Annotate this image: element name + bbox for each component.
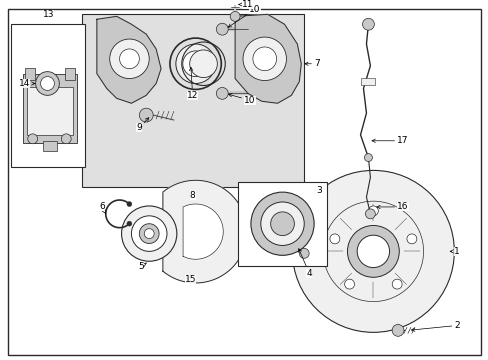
Circle shape (126, 202, 132, 207)
Circle shape (230, 12, 240, 21)
Circle shape (365, 209, 375, 219)
Circle shape (131, 216, 166, 251)
Circle shape (36, 72, 59, 95)
Text: 7: 7 (304, 59, 319, 68)
Text: 9: 9 (136, 118, 148, 132)
Text: 4: 4 (298, 249, 311, 278)
Text: 6: 6 (99, 202, 105, 214)
Circle shape (367, 206, 378, 216)
Bar (42, 141, 57, 150)
Circle shape (61, 134, 71, 144)
Circle shape (183, 51, 208, 77)
Text: 10: 10 (228, 5, 260, 27)
Polygon shape (235, 14, 301, 103)
Circle shape (299, 248, 308, 258)
Text: 5: 5 (138, 262, 146, 271)
Circle shape (364, 154, 372, 162)
Circle shape (362, 18, 374, 30)
Bar (65, 68, 75, 80)
Text: 17: 17 (371, 136, 408, 145)
Bar (25, 68, 35, 80)
Circle shape (126, 221, 132, 226)
Circle shape (329, 234, 339, 244)
Bar (360, 77, 375, 85)
Circle shape (139, 108, 153, 122)
Circle shape (356, 235, 389, 267)
Circle shape (344, 279, 354, 289)
Circle shape (216, 87, 228, 99)
Circle shape (270, 212, 294, 235)
Circle shape (109, 39, 149, 78)
Text: 13: 13 (42, 10, 54, 19)
Polygon shape (97, 16, 161, 103)
Text: 8: 8 (189, 190, 195, 199)
Text: 10: 10 (228, 94, 255, 105)
Circle shape (406, 234, 416, 244)
Bar (27, 87, 73, 135)
Text: 11: 11 (238, 0, 253, 9)
Circle shape (292, 170, 453, 332)
Bar (23, 74, 77, 143)
Text: 14: 14 (19, 79, 35, 88)
Circle shape (189, 50, 217, 77)
Circle shape (144, 229, 154, 239)
Circle shape (139, 224, 159, 243)
Circle shape (41, 77, 54, 90)
Circle shape (120, 49, 139, 69)
Text: 16: 16 (376, 202, 408, 211)
Bar (238, 182, 326, 266)
Circle shape (250, 192, 313, 255)
Circle shape (391, 324, 403, 336)
Text: 3: 3 (316, 186, 321, 195)
Bar (82, 14, 304, 187)
Polygon shape (163, 180, 246, 283)
Circle shape (391, 279, 401, 289)
Circle shape (252, 47, 276, 71)
Text: 12: 12 (186, 67, 198, 100)
Bar (11, 24, 85, 167)
Circle shape (243, 37, 286, 81)
Circle shape (323, 201, 423, 302)
Text: 1: 1 (449, 247, 459, 256)
Circle shape (260, 202, 304, 246)
Text: 15: 15 (184, 275, 196, 284)
Circle shape (216, 23, 228, 35)
Circle shape (122, 206, 177, 261)
Circle shape (28, 134, 38, 144)
Circle shape (176, 44, 215, 84)
Polygon shape (183, 204, 223, 259)
Text: 2: 2 (410, 321, 459, 331)
Circle shape (347, 225, 399, 277)
